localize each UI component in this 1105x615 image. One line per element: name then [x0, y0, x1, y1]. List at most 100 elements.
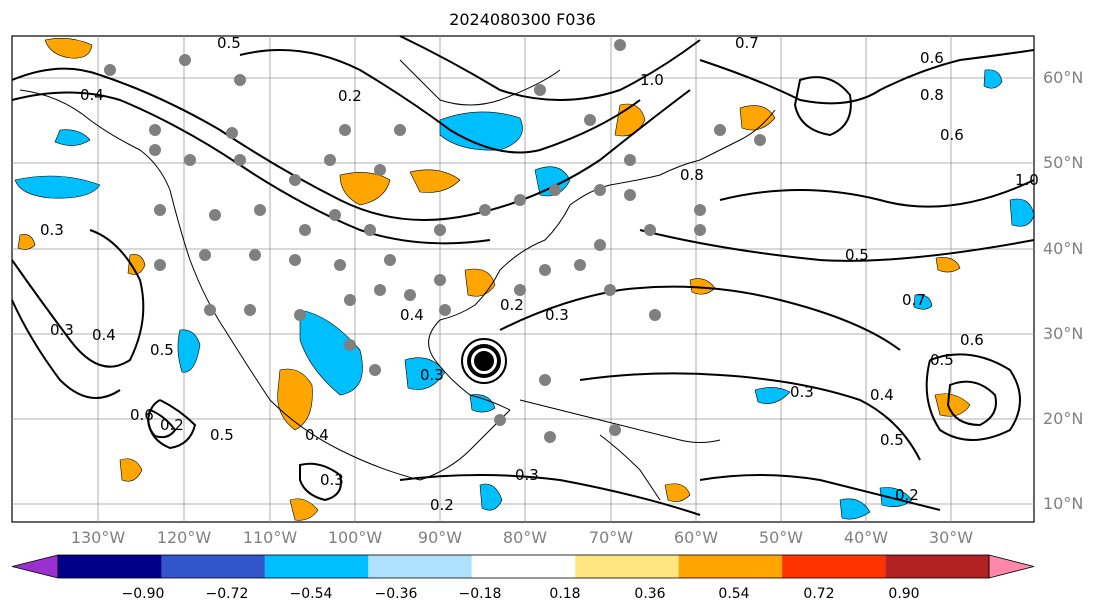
contour-label: 0.2 [160, 416, 184, 434]
shaded-region [464, 268, 496, 297]
station-dot [254, 204, 266, 216]
station-dot [209, 209, 221, 221]
contour-label: 0.5 [930, 351, 954, 369]
station-dot [609, 424, 621, 436]
shaded-region [339, 172, 391, 206]
station-dot [334, 259, 346, 271]
contour-label: 0.4 [305, 426, 329, 444]
shaded-region [935, 257, 961, 273]
shaded-region [127, 254, 146, 275]
contour-label: 0.5 [150, 341, 174, 359]
colorbar-tick: 0.54 [718, 586, 750, 602]
cyclone-center [474, 351, 494, 371]
station-dot [594, 184, 606, 196]
contour-label: 0.3 [515, 466, 539, 484]
contour-label: 0.6 [920, 49, 944, 67]
contour-label: 0.8 [920, 86, 944, 104]
colorbar-tick: −0.72 [205, 586, 249, 602]
station-dot [549, 184, 561, 196]
colorbar-tick: 0.72 [803, 586, 835, 602]
station-dot [514, 284, 526, 296]
station-dot [594, 239, 606, 251]
station-dot [394, 124, 406, 136]
shaded-region [17, 234, 36, 250]
contour-label: 0.4 [870, 386, 894, 404]
contour-line [639, 229, 1035, 262]
shaded-region [289, 498, 319, 521]
station-dot [234, 74, 246, 86]
contour-line [147, 409, 177, 439]
station-dot [439, 304, 451, 316]
contour-label: 0.2 [500, 296, 524, 314]
contour-line [946, 380, 997, 427]
contour-line [699, 474, 941, 511]
lon-label: 130°W [70, 528, 126, 547]
station-dot [384, 254, 396, 266]
cyclone-contour [461, 338, 507, 384]
lat-lon-grid [12, 36, 1034, 522]
shaded-region [913, 294, 933, 310]
station-dot [374, 164, 386, 176]
station-dot [694, 224, 706, 236]
station-dot [249, 249, 261, 261]
shaded-region [14, 175, 101, 199]
station-dot [574, 259, 586, 271]
lon-label: 60°W [673, 528, 719, 547]
contour-line [299, 462, 342, 502]
contour-label: 0.5 [845, 246, 869, 264]
colorbar-segment [885, 555, 989, 578]
contour-label: 0.2 [430, 496, 454, 514]
station-dot [514, 194, 526, 206]
shaded-region [839, 498, 871, 520]
station-dot [199, 249, 211, 261]
lat-label: 20°N [1043, 409, 1084, 428]
contour-line [399, 35, 701, 101]
lon-label: 120°W [156, 528, 212, 547]
contour-label: 0.7 [902, 291, 926, 309]
station-dot [434, 224, 446, 236]
contour-label: 0.3 [790, 383, 814, 401]
colorbar-segment [161, 555, 265, 578]
contour-line [11, 67, 691, 221]
shaded-region [54, 129, 91, 146]
station-dot [226, 127, 238, 139]
lat-label: 40°N [1043, 239, 1084, 258]
station-dot [624, 189, 636, 201]
station-dot [324, 154, 336, 166]
coastline [399, 59, 561, 106]
lon-label: 100°W [327, 528, 383, 547]
contour-label: 0.3 [50, 321, 74, 339]
station-dot [149, 144, 161, 156]
colorbar [11, 554, 1035, 579]
station-dot [104, 64, 116, 76]
shaded-region [177, 329, 201, 373]
contour-labels: 0.5 0.7 0.6 0.8 1.0 0.2 0.3 0.4 0.8 1.0 0.6 0.5 0.7 0… [40, 34, 1039, 514]
contour-label: 1.0 [640, 71, 664, 89]
station-dot [584, 114, 596, 126]
station-dot [404, 289, 416, 301]
lon-label: 40°W [843, 528, 889, 547]
coastline [599, 434, 661, 501]
contour-line [719, 179, 1035, 208]
shaded-region [469, 394, 496, 413]
contour-label: 0.6 [130, 406, 154, 424]
shaded-region [664, 483, 691, 502]
station-dot [374, 284, 386, 296]
station-dot [339, 124, 351, 136]
station-dot [329, 209, 341, 221]
station-dot [434, 274, 446, 286]
lat-label: 50°N [1043, 153, 1084, 172]
coastline [519, 399, 721, 443]
contour-line [399, 474, 701, 516]
contour-label: 0.4 [80, 86, 104, 104]
colorbar-tick: −0.36 [374, 586, 418, 602]
contour-label: 0.4 [400, 306, 424, 324]
station-dot [694, 204, 706, 216]
lat-label: 60°N [1043, 68, 1084, 87]
shaded-region [44, 38, 93, 59]
station-dot [294, 309, 306, 321]
shaded-region [534, 166, 571, 197]
contour-label: 0.7 [735, 34, 759, 52]
colorbar-min-arrow [11, 554, 59, 579]
plot-frame [11, 35, 1035, 523]
